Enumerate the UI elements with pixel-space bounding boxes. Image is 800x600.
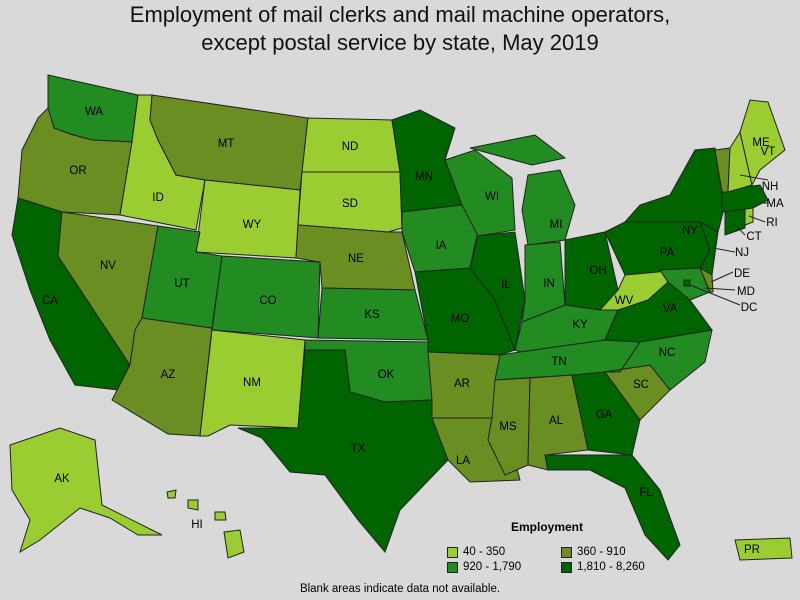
state-label-nd: ND [342,141,359,153]
state-label-ct: CT [746,231,761,243]
state-tx [237,349,449,553]
state-label-tn: TN [551,356,566,368]
state-label-il: IL [501,279,511,291]
state-label-pr: PR [744,544,760,556]
state-label-or: OR [69,165,86,177]
legend-swatch [447,546,458,558]
state-label-mi: MI [550,219,563,231]
state-label-pa: PA [660,247,675,259]
state-ct [724,207,746,236]
state-label-wy: WY [243,219,262,231]
state-label-ak: AK [54,473,70,485]
legend-label: 40 - 350 [463,546,506,558]
state-label-id: ID [152,192,164,204]
state-label-mn: MN [415,171,433,183]
state-label-ri: RI [766,217,778,229]
state-label-oh: OH [589,265,606,277]
state-label-nm: NM [243,377,261,389]
legend-item-c4: 1,810 - 8,260 [561,561,645,573]
data-availability-note: Blank areas indicate data not available. [299,583,501,595]
state-label-de: DE [734,268,750,280]
state-label-sc: SC [633,379,649,391]
state-fl [544,454,681,561]
state-label-fl: FL [639,487,653,499]
state-label-ky: KY [572,319,588,331]
state-ma [721,184,769,213]
state-ga [571,371,641,456]
state-ak [9,427,163,554]
legend-item-c2: 360 - 910 [561,546,626,558]
state-label-me: ME [752,137,770,149]
state-label-ne: NE [348,253,364,265]
legend-label: 1,810 - 8,260 [577,561,645,573]
legend-label: 360 - 910 [577,546,626,558]
state-label-vt: VT [761,146,776,158]
state-label-hi: HI [191,519,203,531]
state-label-sd: SD [342,198,358,210]
state-label-ga: GA [596,409,613,421]
state-hi [166,489,245,559]
state-label-wi: WI [485,191,499,203]
state-label-ut: UT [174,278,189,290]
state-de [698,266,714,293]
legend-swatch [561,546,572,558]
state-label-tx: TX [351,443,366,455]
state-label-wv: WV [615,295,634,307]
map-title-line-2: except postal service by state, May 2019 [201,30,599,55]
state-pr [734,537,793,561]
state-label-in: IN [543,278,555,290]
legend-item-c3: 920 - 1,790 [447,561,521,573]
state-ny [623,147,726,233]
legend-swatch [447,561,458,573]
state-label-md: MD [737,286,755,298]
state-label-az: AZ [161,369,176,381]
state-label-nc: NC [659,347,676,359]
map-title-line-1: Employment of mail clerks and mail machi… [129,2,671,27]
state-labels: WA OR CA ID NV AZ MT WY UT CO NM ND SD NE KS OK TX MN IA MO… [42,106,784,556]
legend-label: 920 - 1,790 [463,561,522,573]
legend-title: Employment [511,520,584,534]
state-label-ar: AR [454,378,470,390]
state-label-ia: IA [436,240,447,252]
state-label-dc: DC [741,302,758,314]
state-ia [401,204,479,273]
state-label-ok: OK [378,369,395,381]
state-label-mt: MT [218,138,235,150]
state-label-ms: MS [499,421,517,433]
state-label-nv: NV [100,260,116,272]
state-label-mo: MO [451,313,470,325]
state-label-nh: NH [762,181,779,193]
state-label-ma: MA [766,198,784,210]
state-me [739,99,786,187]
leader-lines [689,174,770,306]
state-label-la: LA [456,455,470,467]
state-label-nj: NJ [735,247,749,259]
state-label-ca: CA [42,295,58,307]
state-wi [444,149,516,237]
state-label-al: AL [549,415,564,427]
state-label-va: VA [663,303,678,315]
legend-item-c1: 40 - 350 [447,546,505,558]
legend-swatch [561,561,572,573]
state-label-ny: NY [682,225,698,237]
state-label-co: CO [259,295,276,307]
state-label-wa: WA [85,106,103,118]
state-label-ks: KS [364,309,380,321]
state-dc [683,279,691,287]
state-sd [297,171,403,233]
